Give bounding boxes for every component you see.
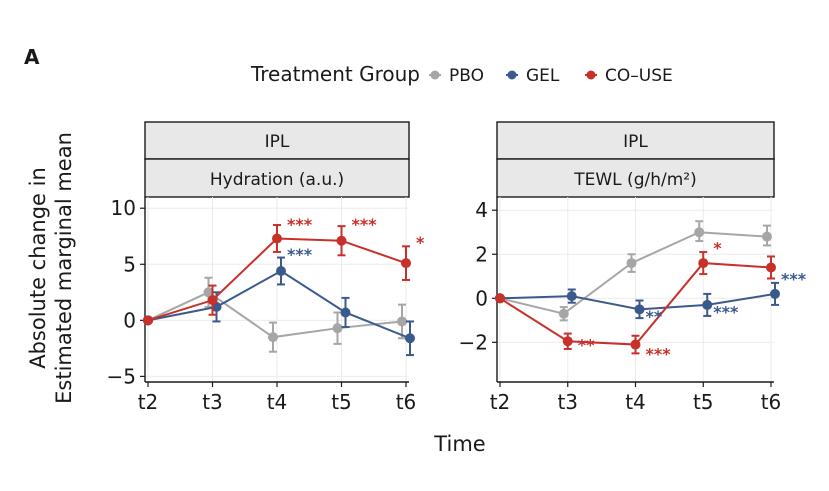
- significance-label: ***: [287, 245, 313, 264]
- x-tick-label: t3: [557, 390, 578, 414]
- x-axis-title: Time: [433, 432, 485, 456]
- series-line: [147, 269, 411, 340]
- data-point: [766, 262, 776, 273]
- x-tick-label: t5: [331, 390, 352, 414]
- data-point: [698, 258, 709, 269]
- y-tick-label: 2: [475, 242, 488, 266]
- significance-label: **: [578, 336, 595, 355]
- series-line: [147, 291, 403, 339]
- strip-top: [144, 121, 410, 160]
- data-point: [203, 287, 214, 298]
- data-point: [630, 339, 641, 350]
- y-tick-label: 0: [123, 308, 136, 332]
- legend-label-1: PBO: [449, 66, 484, 86]
- data-point: [340, 307, 351, 318]
- x-tick-label: t3: [202, 390, 223, 414]
- data-point: [268, 332, 278, 343]
- strip-bottom-label: TEWL (g/h/m²): [573, 170, 696, 190]
- legend-title: Treatment Group: [250, 62, 420, 86]
- strip-bottom-label: Hydration (a.u.): [210, 170, 344, 190]
- series-couse: [143, 224, 411, 326]
- y-tick-label: −2: [459, 330, 488, 354]
- data-point: [272, 233, 282, 244]
- strip-top-label: IPL: [623, 132, 648, 152]
- data-point: [401, 258, 411, 269]
- legend-key-marker-2: [507, 70, 517, 80]
- x-tick-label: t2: [490, 390, 511, 414]
- series-gel: [143, 256, 415, 357]
- x-tick-label: t2: [138, 390, 159, 414]
- series-couse: [495, 251, 776, 355]
- data-point: [770, 288, 780, 299]
- legend-label-3: CO–USE: [605, 66, 673, 86]
- strip-bottom: [144, 158, 410, 198]
- y-axis-title-line-1: Absolute change in: [26, 167, 50, 369]
- significance-label: ***: [646, 344, 672, 363]
- significance-label: ***: [287, 215, 313, 234]
- data-point: [336, 235, 347, 246]
- strip-bottom: [496, 158, 775, 198]
- significance-label: ***: [352, 215, 378, 234]
- y-tick-label: −5: [107, 364, 136, 388]
- data-point: [566, 291, 577, 302]
- data-point: [332, 323, 343, 334]
- x-tick-label: t6: [761, 390, 782, 414]
- data-point: [562, 336, 573, 347]
- data-point: [397, 316, 407, 327]
- significance-label: **: [646, 307, 663, 326]
- data-point: [694, 227, 705, 238]
- legend-label-2: GEL: [526, 66, 560, 86]
- data-point: [702, 299, 713, 310]
- x-tick-label: t4: [267, 390, 288, 414]
- y-tick-label: 5: [123, 252, 136, 276]
- legend: Treatment Group PBO GEL CO–USE: [250, 62, 673, 86]
- significance-label: ***: [713, 303, 739, 322]
- strip-top: [496, 121, 775, 160]
- data-point: [634, 304, 645, 315]
- legend-key-marker-1: [430, 70, 440, 80]
- series-pbo: [495, 220, 772, 322]
- legend-key-marker-3: [586, 70, 596, 80]
- series-gel: [495, 281, 780, 320]
- data-point: [405, 333, 415, 344]
- significance-label: *: [416, 233, 425, 252]
- data-point: [558, 308, 569, 319]
- y-tick-label: 10: [111, 196, 136, 220]
- data-point: [495, 293, 505, 304]
- series-pbo: [143, 276, 407, 353]
- y-axis-title: Absolute change in Estimated marginal me…: [26, 132, 76, 404]
- data-point: [762, 231, 772, 242]
- data-point: [276, 266, 286, 276]
- x-tick-label: t5: [693, 390, 714, 414]
- x-tick-label: t6: [396, 390, 417, 414]
- y-tick-label: 4: [475, 198, 488, 222]
- y-axis-title-line-2: Estimated marginal mean: [52, 132, 76, 404]
- significance-label: ***: [781, 269, 807, 288]
- x-tick-label: t4: [625, 390, 646, 414]
- y-tick-label: 0: [475, 286, 488, 310]
- data-point: [143, 315, 153, 326]
- significance-label: *: [713, 239, 722, 258]
- strip-top-label: IPL: [265, 132, 290, 152]
- data-point: [626, 258, 637, 269]
- panel-letter: A: [24, 45, 40, 69]
- data-point: [207, 295, 218, 306]
